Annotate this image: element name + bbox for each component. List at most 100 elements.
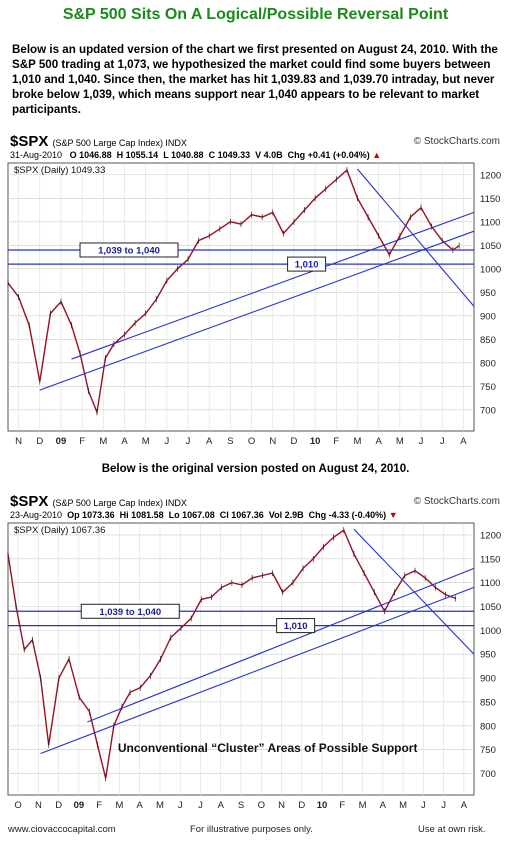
chg-arrow: ▼ [388,510,398,520]
annotation-label: 1,010 [295,260,319,271]
x-tick-label: J [178,800,183,811]
y-tick-label: 1150 [480,554,500,565]
source-label: © StockCharts.com [413,136,500,147]
x-tick-label: M [99,436,107,447]
ohlc-header: 31-Aug-2010 O 1046.88 H 1055.14 L 1040.8… [10,150,382,160]
x-tick-label: D [55,800,62,811]
x-tick-label: S [227,436,233,447]
y-tick-label: 1100 [480,578,500,589]
chart-original: $SPX (S&P 500 Large Cap Index) INDX © St… [6,493,506,815]
y-tick-label: 850 [480,335,496,346]
y-tick-label: 850 [480,697,496,708]
y-tick-label: 700 [480,769,496,780]
trendline [357,168,475,307]
y-tick-label: 1000 [480,264,501,275]
x-tick-label: A [376,436,383,447]
y-tick-label: 1150 [480,194,500,205]
chart-ticker: $SPX (S&P 500 Large Cap Index) INDX [10,493,187,510]
footer-risk: Use at own risk. [418,824,486,835]
y-tick-label: 750 [480,745,496,756]
trendline [87,567,475,723]
price-series [7,527,457,782]
trendline [353,528,475,655]
y-tick-label: 1050 [480,602,501,613]
x-tick-label: A [121,436,128,447]
x-tick-label: F [333,436,339,447]
cluster-annotation: Unconventional “Cluster” Areas of Possib… [118,741,418,755]
x-tick-label: A [218,800,225,811]
y-tick-label: 800 [480,721,496,732]
x-tick-label: A [460,436,467,447]
x-tick-label: M [354,436,362,447]
x-tick-label: F [79,436,85,447]
x-tick-label: A [461,800,468,811]
y-tick-label: 700 [480,405,496,416]
y-tick-label: 1000 [480,626,501,637]
x-tick-label: A [380,800,387,811]
price-chart-svg: 700 750 800 850 900 950 1000 1050 1100 1150 1200 N D… [7,162,501,447]
x-tick-label: 09 [74,800,85,811]
x-tick-label: M [399,800,407,811]
x-tick-label: O [248,436,255,447]
x-tick-label: J [440,436,445,447]
x-tick-label: S [238,800,244,811]
x-tick-label: D [291,436,298,447]
x-tick-label: N [269,436,276,447]
x-tick-label: 09 [56,436,67,447]
chg-arrow: ▲ [372,150,382,160]
x-tick-label: F [96,800,102,811]
page-title: S&P 500 Sits On A Logical/Possible Rever… [62,6,449,23]
annotation-box [80,603,180,619]
price-chart-svg: 700 750 800 850 900 950 1000 1050 1100 1150 1200 O N… [7,522,501,811]
x-tick-label: D [298,800,305,811]
y-tick-label: 750 [480,382,496,393]
x-tick-label: M [156,800,164,811]
x-tick-label: J [186,436,191,447]
y-tick-label: 900 [480,674,496,685]
y-tick-label: 1200 [480,530,501,541]
footer-disclaimer: For illustrative purposes only. [190,824,313,835]
x-tick-label: J [419,436,424,447]
source-label: © StockCharts.com [413,496,500,507]
annotation-box [276,618,316,634]
ohlc-header: 23-Aug-2010 Op 1073.36 Hi 1081.58 Lo 106… [10,510,398,520]
x-tick-label: J [421,800,426,811]
x-tick-label: N [15,436,22,447]
y-tick-label: 800 [480,358,496,369]
intro-paragraph: Below is an updated version of the chart… [12,43,498,116]
annotation-label: 1,010 [284,621,308,632]
x-tick-label: M [396,436,404,447]
x-tick-label: M [142,436,150,447]
y-tick-label: 950 [480,288,496,299]
series-label: $SPX (Daily) 1049.33 [14,165,105,176]
x-tick-label: J [164,436,169,447]
x-tick-label: J [198,800,203,811]
chart-description: (S&P 500 Large Cap Index) INDX [52,498,187,508]
x-tick-label: O [14,800,21,811]
annotation-label: 1,039 to 1,040 [98,245,160,256]
x-tick-label: O [258,800,265,811]
x-tick-label: F [339,800,345,811]
x-tick-label: A [206,436,213,447]
x-tick-label: D [36,436,43,447]
annotation-box [79,242,179,258]
x-tick-label: 10 [310,436,321,447]
annotation-label: 1,039 to 1,040 [99,607,161,618]
x-tick-label: 10 [317,800,328,811]
y-tick-label: 900 [480,311,496,322]
y-tick-label: 1100 [480,217,500,228]
middle-caption: Below is the original version posted on … [101,463,410,475]
chart-description: (S&P 500 Large Cap Index) INDX [52,138,187,148]
series-label: $SPX (Daily) 1067.36 [14,525,105,536]
x-tick-label: M [115,800,123,811]
chart-updated: $SPX (S&P 500 Large Cap Index) INDX © St… [6,133,506,451]
trendline [71,211,475,360]
chart-ticker: $SPX (S&P 500 Large Cap Index) INDX [10,133,187,150]
footer-website[interactable]: www.ciovaccocapital.com [8,824,116,835]
x-tick-label: N [278,800,285,811]
x-tick-label: M [359,800,367,811]
trendline [40,586,475,754]
y-tick-label: 1050 [480,241,501,252]
y-tick-label: 1200 [480,170,501,181]
y-tick-label: 950 [480,650,496,661]
